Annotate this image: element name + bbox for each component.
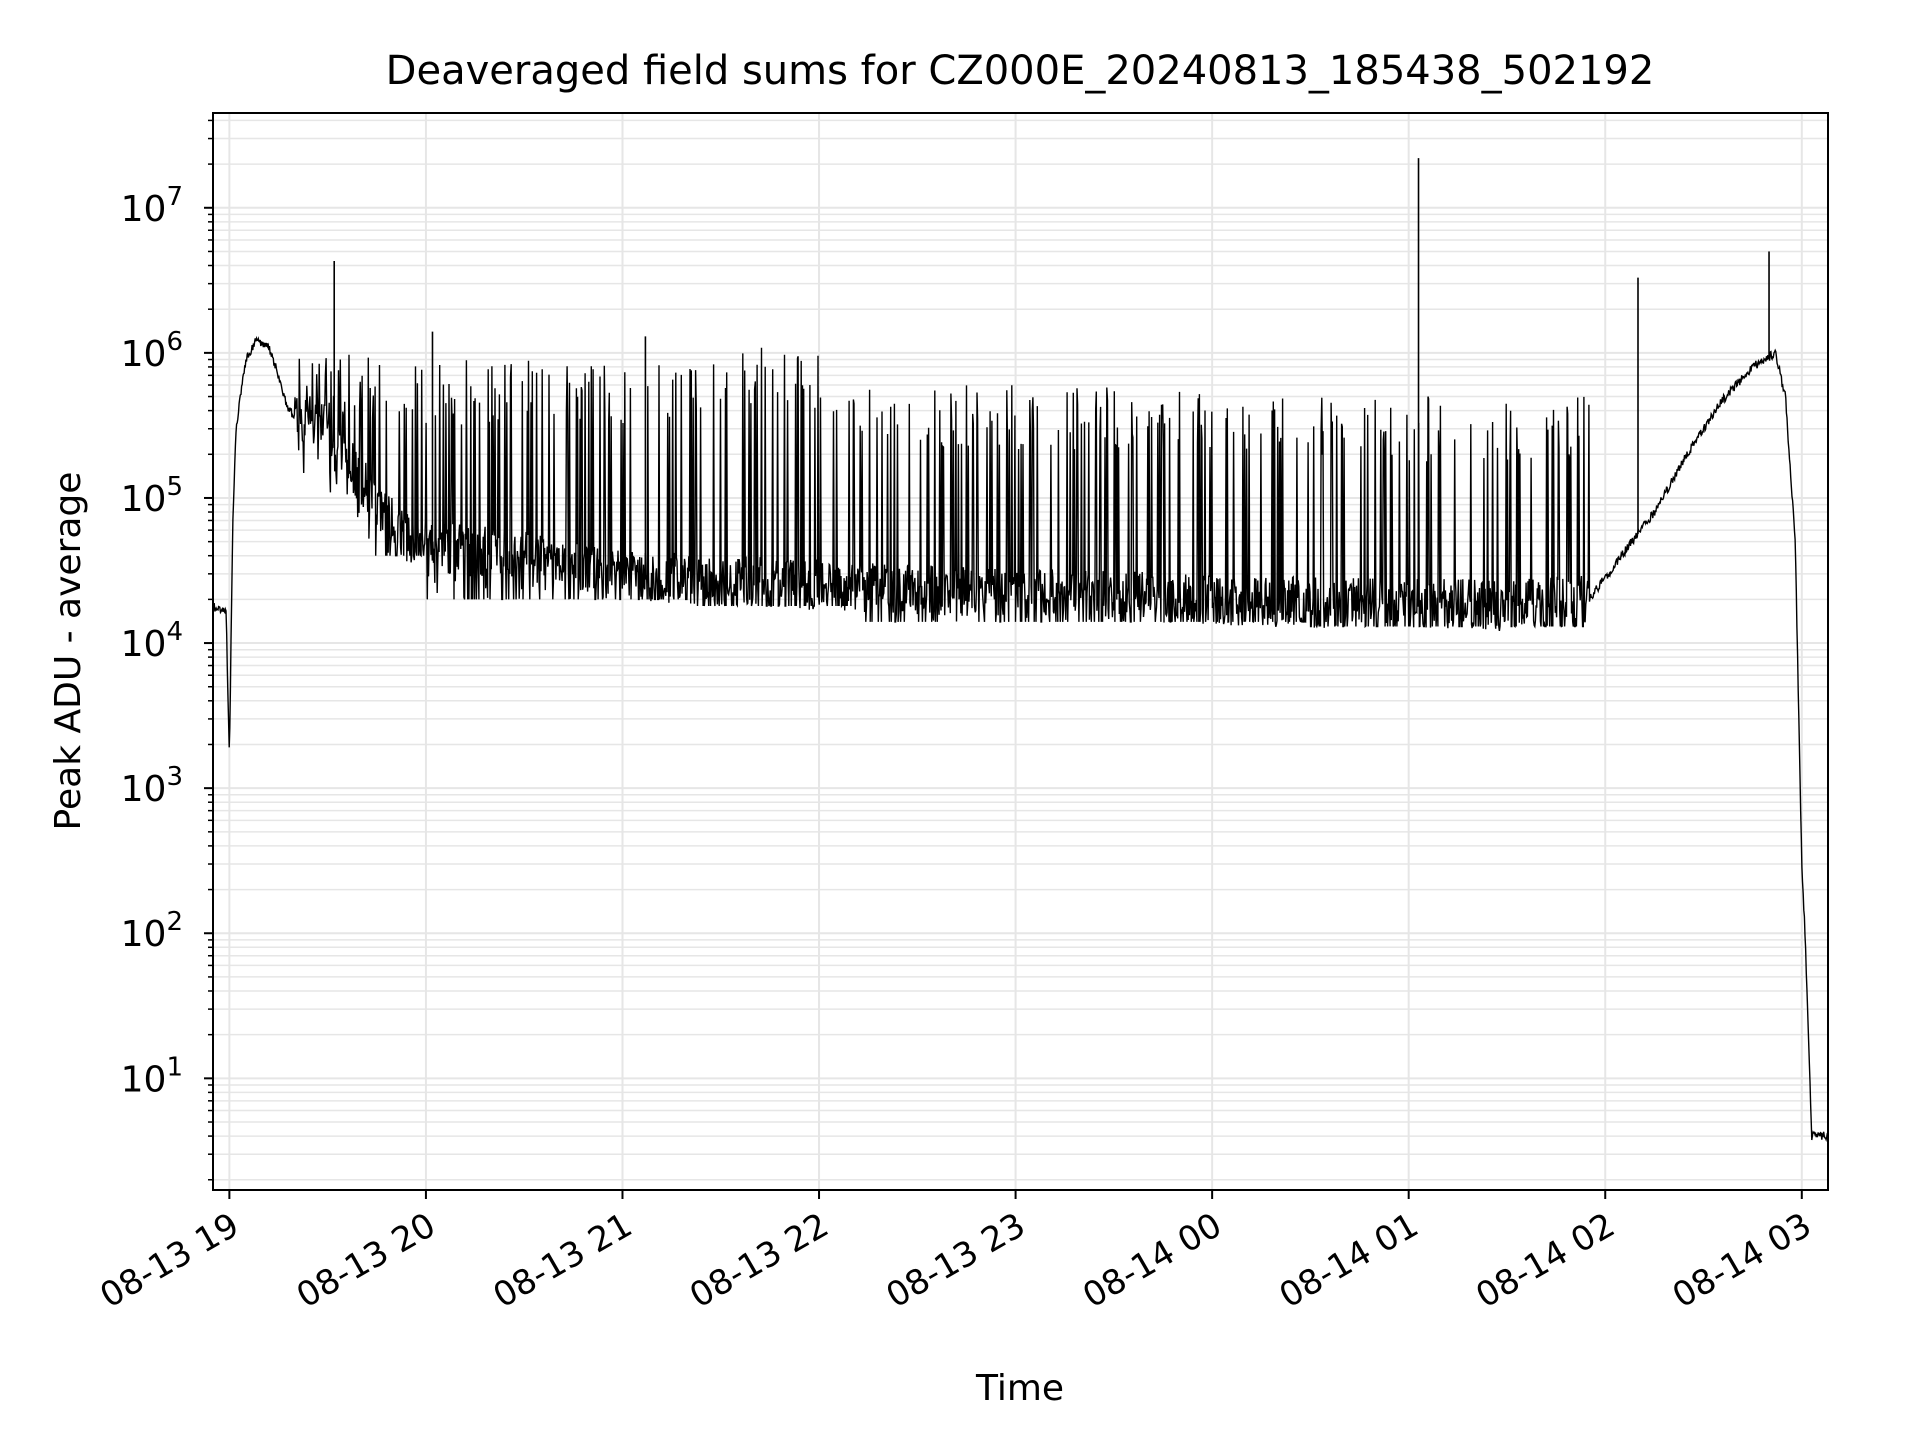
chart-title: Deaveraged field sums for CZ000E_2024081… [386,48,1655,94]
y-tick-label: 107 [121,182,183,230]
series-layer [212,158,1829,1142]
plot-frame [212,112,1829,1191]
x-axis-label: Time [975,1368,1064,1409]
y-axis-label: Peak ADU - average [48,472,89,831]
y-tick-label: 106 [121,327,183,375]
data-series-line [212,335,1829,1142]
